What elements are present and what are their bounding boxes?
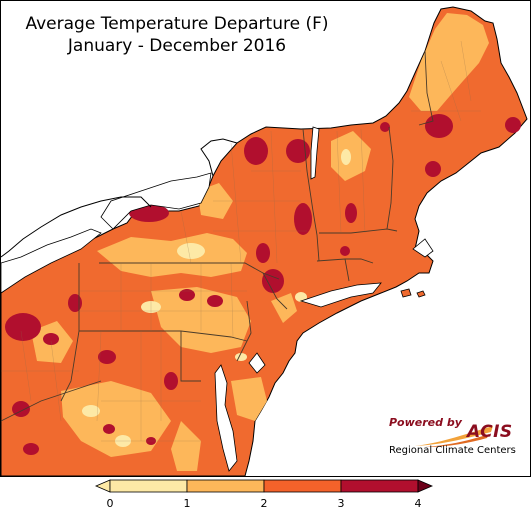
county-lines: [1, 40, 481, 442]
water-bodies: [1, 126, 434, 472]
legend-under-arrow: [94, 479, 111, 493]
title-line-2: January - December 2016: [67, 36, 287, 56]
legend-colorbar: [94, 479, 434, 493]
legend-tick-0: 0: [106, 497, 114, 510]
coast-detail: [200, 138, 238, 177]
acis-logo-swoosh-icon: [415, 426, 493, 447]
legend-tick-1: 1: [183, 497, 191, 510]
legend-tick-2: 2: [260, 497, 268, 510]
islands: [400, 288, 426, 298]
acis-logo-text: ACIS: [467, 422, 513, 442]
title-line-1: Average Temperature Departure (F): [25, 14, 329, 34]
temperature-departure-map: [1, 6, 528, 476]
map-title: Average Temperature Departure (F) Januar…: [1, 13, 353, 57]
color-legend: 0 1 2 3 4: [0, 476, 531, 511]
state-borders: [1, 50, 434, 422]
acis-credit: Powered by ACIS Regional Climate Centers: [385, 416, 516, 460]
legend-bin-2-3: [263, 479, 342, 493]
legend-tick-3: 3: [337, 497, 345, 510]
rcc-label: Regional Climate Centers: [389, 445, 516, 456]
canada-border-line: [1, 196, 152, 258]
departure-3-4-zones: [5, 114, 521, 455]
legend-bin-1-2: [186, 479, 265, 493]
legend-over-arrow: [417, 479, 434, 493]
map-frame: Average Temperature Departure (F) Januar…: [0, 0, 531, 477]
legend-bin-0-1: [109, 479, 188, 493]
legend-bin-3-4: [340, 479, 419, 493]
legend-tick-4: 4: [414, 497, 422, 510]
powered-by-label: Powered by: [389, 416, 462, 429]
